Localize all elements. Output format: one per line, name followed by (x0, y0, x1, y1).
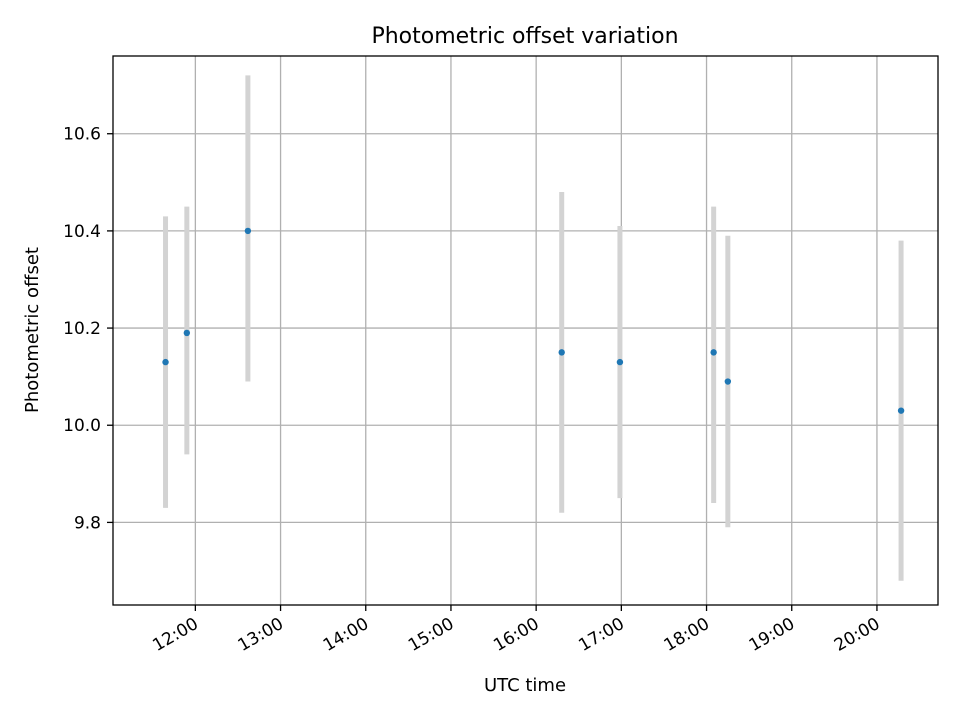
x-tick-label: 20:00 (831, 614, 883, 656)
x-tick-label: 15:00 (405, 614, 457, 656)
data-point (616, 358, 624, 366)
y-tick-label: 10.4 (63, 222, 101, 242)
x-tick-label: 13:00 (235, 614, 287, 656)
chart-title: Photometric offset variation (371, 24, 678, 49)
data-point (162, 358, 169, 366)
x-tick-label: 18:00 (661, 614, 713, 656)
y-axis-label: Photometric offset (22, 247, 43, 413)
x-tick-label: 19:00 (746, 614, 798, 656)
grid-layer (113, 56, 938, 605)
data-point (558, 349, 565, 356)
y-tick-label: 10.0 (63, 416, 101, 436)
x-tick-label: 14:00 (320, 614, 372, 656)
point-layer (162, 227, 905, 414)
y-tick-label: 10.2 (63, 319, 101, 339)
data-point (897, 407, 905, 414)
x-tick-label: 16:00 (490, 614, 542, 656)
data-point (724, 378, 732, 385)
data-point (244, 227, 252, 235)
data-point (710, 349, 717, 356)
y-tick-label: 10.6 (63, 125, 101, 145)
tick-layer (107, 133, 878, 611)
x-tick-label: 17:00 (575, 614, 627, 656)
x-tick-label: 12:00 (149, 614, 201, 656)
x-axis-label: UTC time (484, 675, 566, 696)
plot-frame (112, 55, 939, 606)
data-point (183, 329, 191, 337)
y-tick-label: 9.8 (74, 513, 101, 533)
